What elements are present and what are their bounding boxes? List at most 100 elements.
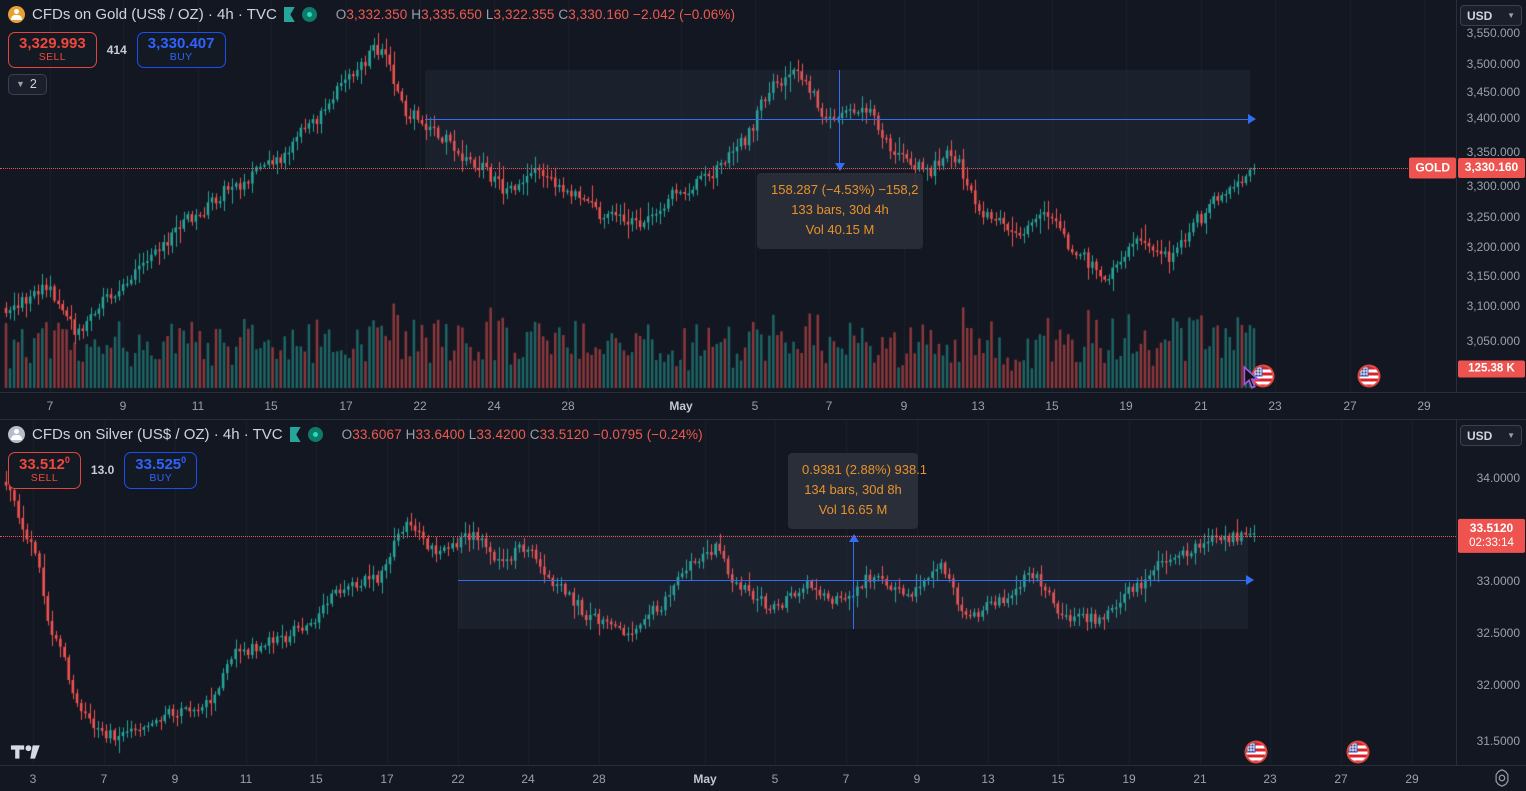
silver-symbol-title[interactable]: CFDs on Silver (US$ / OZ) · 4h · TVC xyxy=(32,426,283,443)
price-tick-label: 3,500.000 xyxy=(1466,57,1520,71)
chevron-down-icon: ▼ xyxy=(1507,11,1515,20)
time-tick-label: 15 xyxy=(309,772,323,786)
silver-time-axis[interactable]: 3 7 9 11 15 17 22 24 28 May 5 7 9 13 15 19 21 23 27 29 xyxy=(0,765,1526,791)
time-tick-label: 19 xyxy=(1122,772,1136,786)
silver-ohlc-values: O33.6067 H33.6400 L33.4200 C33.5120 −0.0… xyxy=(342,427,703,442)
time-tick-label: May xyxy=(669,399,693,413)
time-tick-label: 11 xyxy=(239,772,253,786)
gold-measure-right-arrow-icon xyxy=(1248,114,1256,124)
silver-current-price-badge[interactable]: 33.5120 02:33:14 xyxy=(1458,518,1525,554)
gold-time-axis[interactable]: 7 9 11 15 17 22 24 28 May 5 7 9 13 15 19 21 23 27 29 xyxy=(0,392,1526,418)
price-tick-label: 3,350.000 xyxy=(1466,145,1520,159)
price-tick-label: 33.0000 xyxy=(1476,574,1520,588)
price-tick-label: 3,450.000 xyxy=(1466,85,1520,99)
time-tick-label: 7 xyxy=(46,399,54,413)
time-tick-label: 11 xyxy=(191,399,205,413)
gold-candlestick-canvas[interactable] xyxy=(0,0,1456,418)
time-tick-label: 3 xyxy=(29,772,37,786)
us-flag-event-marker[interactable] xyxy=(1346,740,1370,764)
silver-measure-vertical-line[interactable] xyxy=(853,535,854,629)
gold-tooltip-line-price: 158.287 (−4.53%) −158,2 xyxy=(771,182,919,197)
time-tick-label: 13 xyxy=(981,772,995,786)
gold-currency-selector[interactable]: USD ▼ xyxy=(1460,5,1522,26)
price-tick-label: 34.0000 xyxy=(1476,471,1520,485)
gold-legend: CFDs on Gold (US$ / OZ) · 4h · TVC O3,33… xyxy=(8,6,735,23)
gold-sell-button[interactable]: 3,329.993 SELL xyxy=(8,32,97,68)
silver-currency-selector[interactable]: USD ▼ xyxy=(1460,425,1522,446)
price-tick-label: 3,400.000 xyxy=(1466,111,1520,125)
silver-tooltip-line-volume: Vol 16.65 M xyxy=(818,502,888,518)
price-tick-label: 3,550.000 xyxy=(1466,26,1520,40)
gold-ohlc-values: O3,332.350 H3,335.650 L3,322.355 C3,330.… xyxy=(336,7,735,22)
chart-panel-gold: 158.287 (−4.53%) −158,2 133 bars, 30d 4h… xyxy=(0,0,1526,418)
time-tick-label: 15 xyxy=(1045,399,1059,413)
time-tick-label: 21 xyxy=(1194,399,1208,413)
time-tick-label: 17 xyxy=(339,399,353,413)
gold-coin-icon xyxy=(8,6,25,23)
green-flag-icon xyxy=(283,7,295,22)
gold-sell-label: SELL xyxy=(38,50,67,63)
gold-currency-value: USD xyxy=(1467,8,1493,23)
price-tick-label: 3,100.000 xyxy=(1466,299,1520,313)
ohlc-open-label: O xyxy=(341,427,353,442)
gold-buy-button[interactable]: 3,330.407 BUY xyxy=(136,32,226,68)
gold-buy-label: BUY xyxy=(169,50,193,63)
ohlc-high-label: H xyxy=(405,427,416,442)
silver-buy-button[interactable]: 33.5250 BUY xyxy=(124,452,198,489)
gold-measure-horizontal-line[interactable] xyxy=(425,119,1250,120)
market-open-dot-icon[interactable] xyxy=(307,427,323,442)
silver-coin-icon xyxy=(8,426,25,443)
silver-currency-value: USD xyxy=(1467,428,1493,443)
time-tick-label: 21 xyxy=(1193,772,1207,786)
silver-last-price-line xyxy=(0,536,1456,537)
time-tick-label: 29 xyxy=(1405,772,1419,786)
silver-buy-label: BUY xyxy=(149,471,173,484)
gold-trade-buttons: 3,329.993 SELL 414 3,330.407 BUY xyxy=(8,32,226,68)
ohlc-low-label: L xyxy=(485,7,494,22)
time-tick-label: 19 xyxy=(1119,399,1133,413)
gold-measure-vertical-line[interactable] xyxy=(839,70,840,170)
ohlc-high-label: H xyxy=(411,7,422,22)
price-tick-label: 3,250.000 xyxy=(1466,210,1520,224)
gold-volume-badge[interactable]: 125.38 K xyxy=(1458,360,1525,378)
settings-gear-icon[interactable] xyxy=(1492,768,1512,788)
gold-plot-area[interactable]: 158.287 (−4.53%) −158,2 133 bars, 30d 4h… xyxy=(0,0,1456,418)
ohlc-close-label: C xyxy=(558,7,569,22)
gold-last-price-line xyxy=(0,168,1456,169)
us-flag-event-marker[interactable] xyxy=(1244,740,1268,764)
ohlc-low-label: L xyxy=(468,427,477,442)
silver-measure-up-arrow-icon xyxy=(849,534,859,542)
green-flag-icon xyxy=(289,427,301,442)
gold-current-price-badge[interactable]: 3,330.160 xyxy=(1458,158,1525,178)
tradingview-logo[interactable] xyxy=(10,741,44,763)
gold-buy-price: 3,330.407 xyxy=(147,35,215,52)
gold-measure-down-arrow-icon xyxy=(835,163,845,171)
time-tick-label: 5 xyxy=(751,399,759,413)
time-tick-label: 23 xyxy=(1268,399,1282,413)
ohlc-open-value: 3,332.350 xyxy=(346,7,408,22)
time-tick-label: 22 xyxy=(451,772,465,786)
chart-panel-silver: 0.9381 (2.88%) 938.1 134 bars, 30d 8h Vo… xyxy=(0,419,1526,791)
us-flag-event-marker[interactable] xyxy=(1357,364,1381,388)
time-tick-label: 9 xyxy=(171,772,179,786)
chevron-down-icon: ▼ xyxy=(16,79,25,89)
time-tick-label: 9 xyxy=(119,399,127,413)
time-tick-label: 7 xyxy=(825,399,833,413)
silver-sell-button[interactable]: 33.5120 SELL xyxy=(8,452,81,489)
silver-spread-value: 13.0 xyxy=(90,463,115,478)
time-tick-label: 24 xyxy=(487,399,501,413)
market-open-dot-icon[interactable] xyxy=(301,7,317,22)
silver-change-value: −0.0795 (−0.24%) xyxy=(592,427,703,442)
silver-candlestick-canvas[interactable] xyxy=(0,420,1456,791)
time-tick-label: May xyxy=(693,772,717,786)
gold-quantity-selector[interactable]: ▼ 2 xyxy=(8,74,47,95)
gold-price-axis[interactable]: USD ▼ 3,550.000 3,500.000 3,450.000 3,400.0… xyxy=(1456,0,1526,418)
time-tick-label: 23 xyxy=(1263,772,1277,786)
silver-price-axis[interactable]: USD ▼ 34.0000 33.0000 32.5000 32.0000 31.500… xyxy=(1456,420,1526,791)
ohlc-high-value: 33.6400 xyxy=(415,427,465,442)
gold-symbol-title[interactable]: CFDs on Gold (US$ / OZ) · 4h · TVC xyxy=(32,6,277,23)
time-tick-label: 27 xyxy=(1334,772,1348,786)
gold-measure-tooltip: 158.287 (−4.53%) −158,2 133 bars, 30d 4h… xyxy=(757,173,923,250)
silver-plot-area[interactable]: 0.9381 (2.88%) 938.1 134 bars, 30d 8h Vo… xyxy=(0,420,1456,791)
price-tick-label: 3,200.000 xyxy=(1466,240,1520,254)
